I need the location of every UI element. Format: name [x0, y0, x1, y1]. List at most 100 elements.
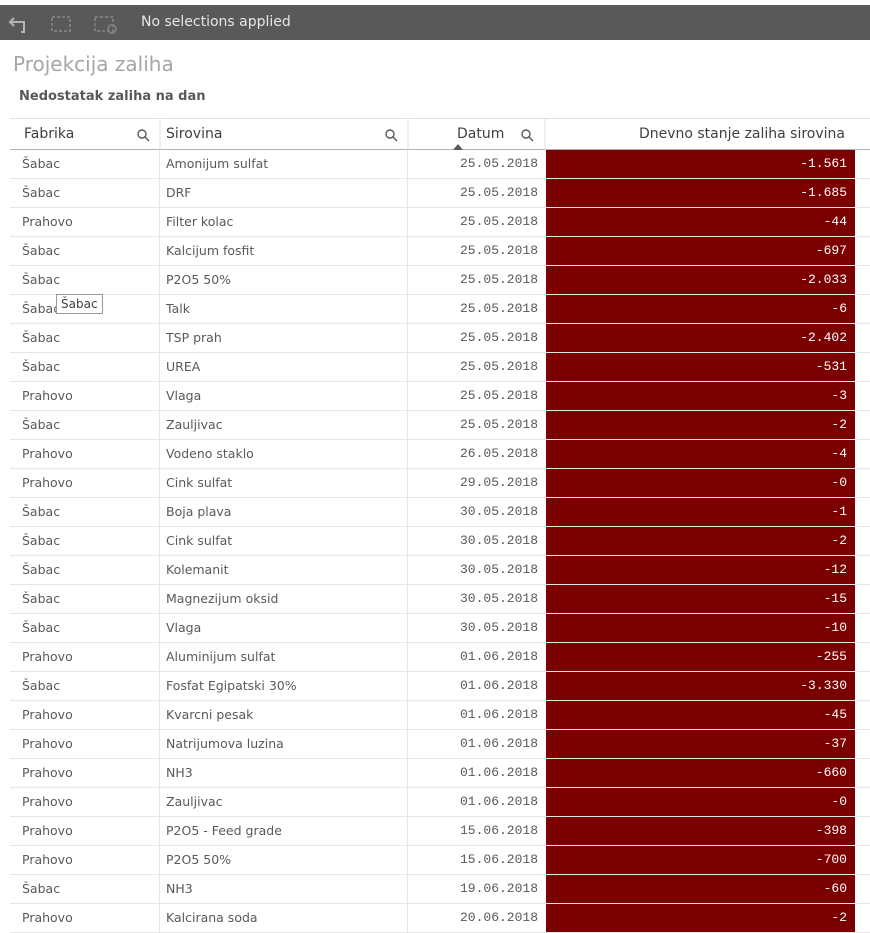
material-cell[interactable]: Kalcirana soda [160, 904, 408, 932]
table-row[interactable]: Prahovo Zauljivac 01.06.2018 -0 [10, 788, 870, 817]
stock-cell[interactable]: -1 [546, 498, 855, 526]
factory-cell[interactable]: Šabac [10, 266, 160, 294]
table-row[interactable]: Šabac Fosfat Egipatski 30% 01.06.2018 -3.33… [10, 672, 870, 701]
factory-cell[interactable]: Prahovo [10, 730, 160, 758]
table-row[interactable]: Prahovo Kvarcni pesak 01.06.2018 -45 [10, 701, 870, 730]
column-header[interactable]: Sirovina [166, 126, 223, 142]
date-cell[interactable]: 25.05.2018 [459, 185, 538, 200]
stock-cell[interactable]: -2.033 [546, 266, 855, 294]
factory-cell[interactable]: Prahovo [10, 846, 160, 874]
date-cell[interactable]: 30.05.2018 [459, 620, 538, 635]
date-cell[interactable]: 01.06.2018 [459, 678, 538, 693]
factory-cell[interactable]: Šabac [10, 353, 160, 381]
date-cell[interactable]: 01.06.2018 [459, 794, 538, 809]
table-row[interactable]: Šabac DRF 25.05.2018 -1.685 [10, 179, 870, 208]
column-header[interactable]: Dnevno stanje zaliha sirovina [638, 126, 845, 142]
stock-cell[interactable]: -2 [546, 527, 855, 555]
stock-cell[interactable]: -660 [546, 759, 855, 787]
factory-cell[interactable]: Šabac [10, 411, 160, 439]
stock-cell[interactable]: -2 [546, 904, 855, 932]
table-row[interactable]: Šabac Vlaga 30.05.2018 -10 [10, 614, 870, 643]
material-cell[interactable]: P2O5 50% [160, 266, 408, 294]
stock-cell[interactable]: -2.402 [546, 324, 855, 352]
factory-cell[interactable]: Šabac [10, 585, 160, 613]
date-cell[interactable]: 15.06.2018 [459, 823, 538, 838]
date-cell[interactable]: 20.06.2018 [459, 910, 538, 925]
date-cell[interactable]: 25.05.2018 [459, 359, 538, 374]
date-cell[interactable]: 01.06.2018 [459, 736, 538, 751]
stock-cell[interactable]: -44 [546, 208, 855, 236]
factory-cell[interactable]: Prahovo [10, 817, 160, 845]
table-row[interactable]: Šabac TSP prah 25.05.2018 -2.402 [10, 324, 870, 353]
factory-cell[interactable]: Šabac [10, 527, 160, 555]
date-cell[interactable]: 29.05.2018 [459, 475, 538, 490]
material-cell[interactable]: Vlaga [160, 382, 408, 410]
material-cell[interactable]: Magnezijum oksid [160, 585, 408, 613]
table-row[interactable]: Šabac NH3 19.06.2018 -60 [10, 875, 870, 904]
date-cell[interactable]: 01.06.2018 [459, 765, 538, 780]
factory-cell[interactable]: Šabac [10, 237, 160, 265]
date-cell[interactable]: 19.06.2018 [459, 881, 538, 896]
table-row[interactable]: Prahovo Vlaga 25.05.2018 -3 [10, 382, 870, 411]
stock-cell[interactable]: -15 [546, 585, 855, 613]
stock-cell[interactable]: -398 [546, 817, 855, 845]
table-row[interactable]: Prahovo Natrijumova luzina 01.06.2018 -37 [10, 730, 870, 759]
date-cell[interactable]: 26.05.2018 [459, 446, 538, 461]
material-cell[interactable]: NH3 [160, 875, 408, 903]
table-row[interactable]: Prahovo Aluminijum sulfat 01.06.2018 -255 [10, 643, 870, 672]
date-cell[interactable]: 25.05.2018 [459, 243, 538, 258]
date-cell[interactable]: 25.05.2018 [459, 214, 538, 229]
factory-cell[interactable]: Šabac [10, 614, 160, 642]
material-cell[interactable]: Talk [160, 295, 408, 323]
factory-cell[interactable]: Prahovo [10, 701, 160, 729]
factory-cell[interactable]: Šabac [10, 324, 160, 352]
factory-cell[interactable]: Prahovo [10, 759, 160, 787]
material-cell[interactable]: P2O5 50% [160, 846, 408, 874]
material-cell[interactable]: Amonijum sulfat [160, 150, 408, 178]
material-cell[interactable]: Filter kolac [160, 208, 408, 236]
stock-cell[interactable]: -6 [546, 295, 855, 323]
date-cell[interactable]: 25.05.2018 [459, 330, 538, 345]
factory-cell[interactable]: Prahovo [10, 208, 160, 236]
material-cell[interactable]: Cink sulfat [160, 527, 408, 555]
stock-cell[interactable]: -10 [546, 614, 855, 642]
factory-cell[interactable]: Šabac [10, 556, 160, 584]
factory-cell[interactable]: Šabac [10, 875, 160, 903]
material-cell[interactable]: Natrijumova luzina [160, 730, 408, 758]
material-cell[interactable]: NH3 [160, 759, 408, 787]
factory-cell[interactable]: Prahovo [10, 382, 160, 410]
date-cell[interactable]: 30.05.2018 [459, 533, 538, 548]
table-row[interactable]: Prahovo Vodeno staklo 26.05.2018 -4 [10, 440, 870, 469]
table-row[interactable]: Šabac P2O5 50% 25.05.2018 -2.033 [10, 266, 870, 295]
material-cell[interactable]: UREA [160, 353, 408, 381]
table-row[interactable]: Šabac Cink sulfat 30.05.2018 -2 [10, 527, 870, 556]
material-cell[interactable]: TSP prah [160, 324, 408, 352]
material-cell[interactable]: Cink sulfat [160, 469, 408, 497]
factory-cell[interactable]: Šabac [10, 672, 160, 700]
stock-cell[interactable]: -2 [546, 411, 855, 439]
table-row[interactable]: Šabac Kolemanit 30.05.2018 -12 [10, 556, 870, 585]
table-row[interactable]: Šabac Kalcijum fosfit 25.05.2018 -697 [10, 237, 870, 266]
date-cell[interactable]: 25.05.2018 [459, 388, 538, 403]
stock-cell[interactable]: -0 [546, 788, 855, 816]
table-row[interactable]: Prahovo P2O5 50% 15.06.2018 -700 [10, 846, 870, 875]
stock-cell[interactable]: -1.685 [546, 179, 855, 207]
stock-cell[interactable]: -4 [546, 440, 855, 468]
date-cell[interactable]: 15.06.2018 [459, 852, 538, 867]
stock-cell[interactable]: -3 [546, 382, 855, 410]
factory-cell[interactable]: Šabac [10, 179, 160, 207]
table-row[interactable]: Prahovo Kalcirana soda 20.06.2018 -2 [10, 904, 870, 933]
column-header[interactable]: Datum [457, 126, 505, 142]
material-cell[interactable]: Kvarcni pesak [160, 701, 408, 729]
date-cell[interactable]: 01.06.2018 [459, 649, 538, 664]
stock-cell[interactable]: -0 [546, 469, 855, 497]
stock-cell[interactable]: -697 [546, 237, 855, 265]
material-cell[interactable]: Kalcijum fosfit [160, 237, 408, 265]
table-row[interactable]: Prahovo Filter kolac 25.05.2018 -44 [10, 208, 870, 237]
table-row[interactable]: Šabac Boja plava 30.05.2018 -1 [10, 498, 870, 527]
date-cell[interactable]: 25.05.2018 [459, 156, 538, 171]
stock-cell[interactable]: -1.561 [546, 150, 855, 178]
stock-cell[interactable]: -12 [546, 556, 855, 584]
table-row[interactable]: Šabac Magnezijum oksid 30.05.2018 -15 [10, 585, 870, 614]
table-row[interactable]: Prahovo P2O5 - Feed grade 15.06.2018 -398 [10, 817, 870, 846]
